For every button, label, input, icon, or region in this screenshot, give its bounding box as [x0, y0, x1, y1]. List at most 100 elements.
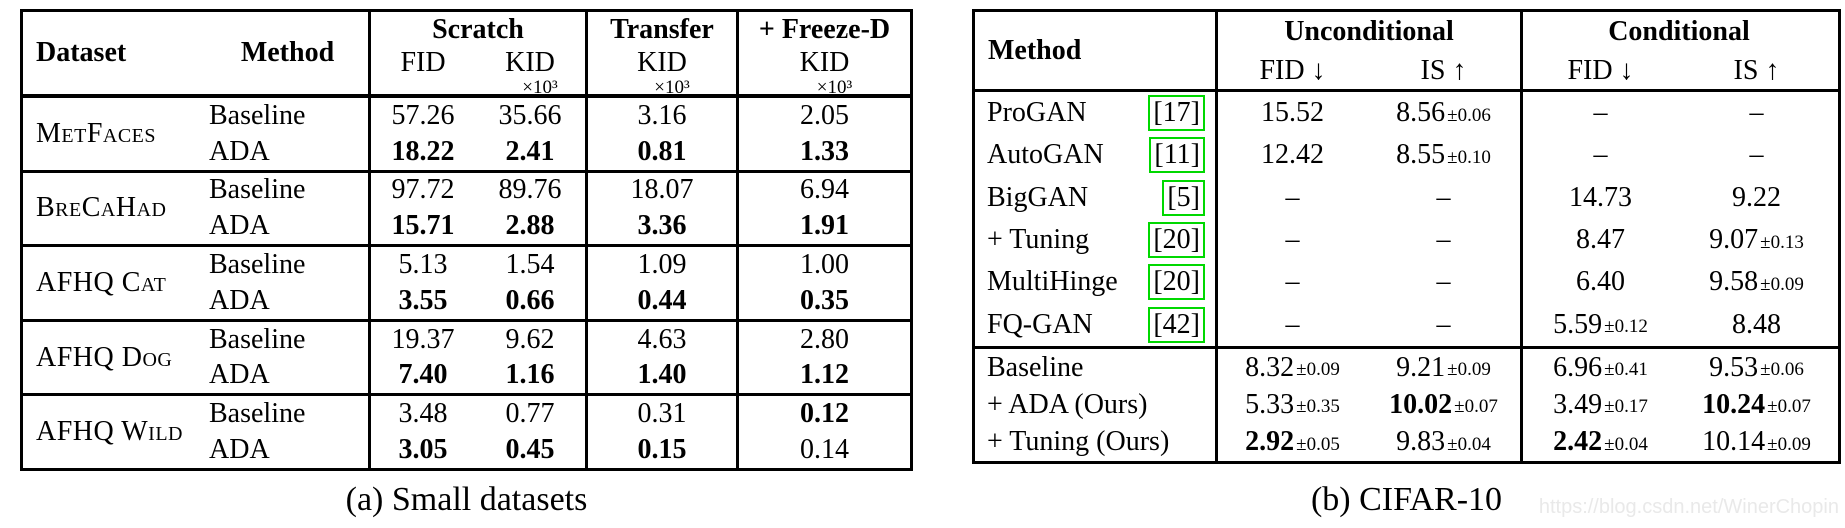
metric-main-value: 6.96: [1553, 351, 1603, 383]
metric-value: 15.52: [1215, 92, 1367, 135]
metric-value: –: [1678, 92, 1835, 134]
watermark-url: https://blog.csdn.net/WinerChopin: [1538, 496, 1839, 518]
method-cell: + ADA (Ours): [975, 386, 1215, 423]
citation-link[interactable]: [20]: [1148, 222, 1205, 259]
citation-link[interactable]: [17]: [1148, 95, 1205, 132]
column-header-method: Method: [988, 34, 1082, 66]
metric-stddev: ±0.07: [1454, 396, 1498, 418]
metric-value: 5.59 ±0.12: [1520, 303, 1678, 346]
dataset-group: AFHQ Wild Baseline 3.48 0.77 0.31 0.12 ADA 3.05…: [23, 393, 910, 468]
metric-stddev: ±0.09: [1447, 359, 1491, 381]
metric-main-value: –: [1436, 224, 1451, 256]
metric-value: 15.71: [368, 208, 475, 245]
metric-main-value: 15.52: [1261, 97, 1324, 129]
metric-value: 0.35: [736, 282, 910, 319]
metric-value: 0.14: [736, 432, 910, 468]
metric-value: 1.40: [585, 357, 736, 394]
kid-scale-label: ×10³: [816, 77, 853, 98]
metric-main-value: 2.92: [1245, 426, 1295, 458]
column-group-transfer: Transfer: [585, 12, 736, 47]
column-header-kid-transfer: KID ×10³: [585, 47, 736, 97]
method-cell: AutoGAN [11]: [975, 134, 1215, 176]
metric-main-value: –: [1436, 181, 1451, 213]
table-b-ours-section: Baseline 8.32 ±0.09 9.21 ±0.09 6.96 ±0.41 9.53 ±…: [975, 346, 1838, 461]
table-b-header: Method Unconditional Conditional FID ↓ I…: [975, 12, 1838, 92]
table-a-header: Dataset Method Scratch Transfer + Freeze…: [23, 12, 910, 98]
table-b-caption: (b) CIFAR-10: [1310, 481, 1503, 518]
column-group-unconditional: Unconditional: [1215, 12, 1520, 52]
metric-value: 8.32 ±0.09: [1215, 349, 1367, 387]
kid-label: KID: [799, 47, 850, 78]
method-label: Baseline: [209, 323, 306, 355]
column-header-kid-scratch: KID ×10³: [475, 47, 585, 98]
method-cell: ProGAN [17]: [975, 92, 1215, 134]
metric-value: 0.77: [505, 398, 555, 430]
metric-value: 2.88: [505, 210, 555, 242]
metric-value: 4.63: [585, 321, 736, 358]
metric-value: –: [1215, 303, 1367, 346]
method-cell: MultiHinge [20]: [975, 261, 1215, 303]
metric-main-value: –: [1285, 181, 1300, 213]
metric-main-value: 9.83: [1396, 426, 1446, 458]
table-row: + Tuning [20] – – 8.47 9.07 ±0.13: [975, 218, 1838, 262]
column-header-is-unconditional: IS ↑: [1420, 54, 1467, 86]
metric-value: 10.14 ±0.09: [1678, 424, 1835, 461]
metric-main-value: 8.56: [1396, 97, 1446, 129]
metric-main-value: –: [1285, 224, 1300, 256]
metric-main-value: 5.33: [1245, 388, 1295, 420]
column-group-freeze-d: + Freeze-D: [736, 12, 910, 47]
method-label: Baseline: [987, 351, 1084, 383]
method-label: ProGAN: [987, 97, 1087, 129]
column-header-is-conditional: IS ↑: [1733, 54, 1780, 86]
metric-value: 8.56 ±0.06: [1367, 92, 1520, 134]
metric-main-value: 2.42: [1553, 426, 1603, 458]
metric-stddev: ±0.07: [1767, 396, 1811, 418]
dataset-group: BreCaHad Baseline 97.72 89.76 18.07 6.94 ADA 15…: [23, 169, 910, 245]
metric-main-value: 10.02: [1389, 388, 1453, 420]
metric-value: 0.66: [505, 284, 555, 316]
method-label: ADA: [209, 359, 270, 391]
metric-value: 10.02 ±0.07: [1367, 386, 1520, 423]
metric-value: –: [1215, 176, 1367, 219]
dataset-name: AFHQ Wild: [36, 416, 183, 448]
dataset-group: MetFaces Baseline 57.26 35.66 3.16 2.05 ADA 18.…: [23, 98, 910, 170]
metric-value: 18.22: [368, 133, 475, 170]
method-label: ADA: [209, 434, 270, 466]
method-cell: + Tuning (Ours): [975, 424, 1215, 461]
column-header-method: Method: [240, 37, 335, 68]
metric-main-value: –: [1436, 308, 1451, 340]
kid-scale-label: ×10³: [522, 77, 558, 98]
metric-value: 3.05: [368, 432, 475, 468]
method-label: Baseline: [209, 174, 306, 206]
metric-main-value: 9.21: [1396, 351, 1446, 383]
method-label: Baseline: [209, 99, 306, 131]
metric-value: 9.22: [1678, 177, 1835, 219]
citation-link[interactable]: [42]: [1148, 306, 1205, 343]
metric-value: 7.40: [368, 357, 475, 394]
metric-value: 2.80: [736, 321, 910, 358]
metric-stddev: ±0.13: [1760, 231, 1804, 253]
metric-value: 97.72: [368, 172, 475, 209]
metric-value: 1.09: [585, 247, 736, 283]
metric-value: 18.07: [585, 172, 736, 209]
citation-link[interactable]: [5]: [1162, 179, 1205, 216]
method-label: ADA: [209, 210, 270, 242]
column-header-fid-unconditional: FID ↓: [1215, 52, 1367, 89]
citation-link[interactable]: [11]: [1149, 137, 1205, 174]
metric-value: –: [1367, 304, 1520, 346]
metric-value: 9.07 ±0.13: [1678, 219, 1835, 261]
metric-value: 2.92 ±0.05: [1215, 423, 1367, 461]
dataset-name: AFHQ Dog: [36, 341, 173, 373]
method-label: Baseline: [209, 398, 306, 430]
dataset-name: BreCaHad: [36, 192, 167, 224]
metric-main-value: 6.40: [1576, 266, 1625, 298]
table-row: Baseline 8.32 ±0.09 9.21 ±0.09 6.96 ±0.41 9.53 ±…: [975, 349, 1838, 387]
citation-link[interactable]: [20]: [1148, 264, 1205, 301]
metric-value: 6.96 ±0.41: [1520, 349, 1678, 387]
metric-main-value: 10.14: [1702, 426, 1766, 458]
metric-value: –: [1367, 177, 1520, 219]
column-group-scratch: Scratch: [368, 12, 585, 47]
metric-value: 8.48: [1678, 304, 1835, 346]
metric-value: 0.44: [585, 282, 736, 319]
